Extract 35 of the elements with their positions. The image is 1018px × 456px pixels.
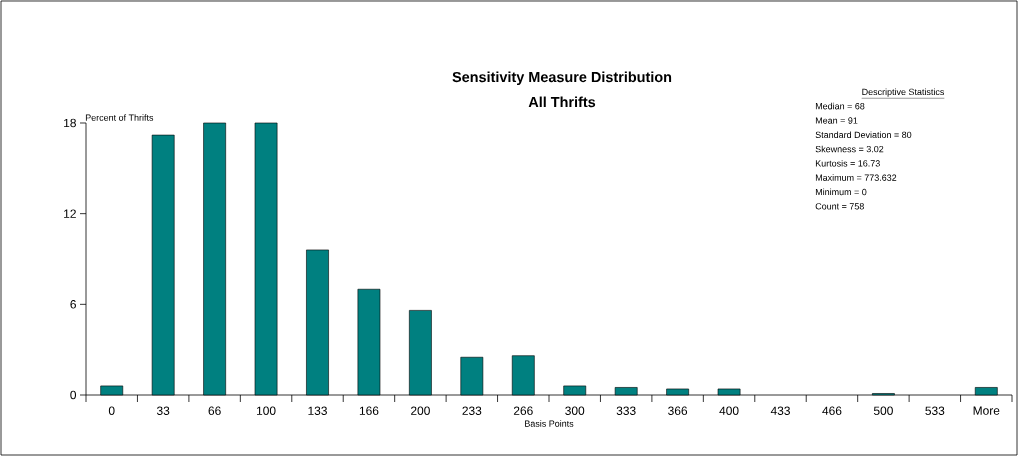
x-tick-label: 400 <box>719 406 739 415</box>
y-tick-label: 6 <box>70 300 76 309</box>
annotation: Count = 758 <box>815 203 864 210</box>
x-tick-label: 266 <box>513 406 533 415</box>
x-tick-label: 100 <box>256 406 276 415</box>
y-axis-title: Percent of Thrifts <box>85 114 154 121</box>
text: Median = 68 <box>815 102 865 110</box>
x-tick-label: 200 <box>411 406 430 415</box>
annotation: Standard Deviation = 80 <box>815 131 912 138</box>
y-tick-label: 0 <box>70 390 77 400</box>
annotation: Minimum = 0 <box>815 188 867 196</box>
y-tick-label: 18 <box>64 118 76 128</box>
x-tick-label: 333 <box>616 406 636 415</box>
chart-title: Sensitivity Measure Distribution <box>452 71 672 85</box>
x-tick-label: 233 <box>462 406 482 415</box>
x-tick-label: More <box>973 406 1000 415</box>
annotation: Kurtosis = 16.73 <box>815 160 880 167</box>
x-tick-label: 33 <box>156 406 170 415</box>
x-tick-label: 66 <box>208 406 221 415</box>
x-tick-label: 0 <box>108 406 115 415</box>
annotation: Skewness = 3.02 <box>815 145 884 153</box>
x-tick-label: 466 <box>822 406 842 415</box>
y-tick-label: 12 <box>64 209 76 218</box>
x-tick-label: 133 <box>308 406 327 415</box>
x-tick-label: 533 <box>925 406 945 415</box>
text: Descriptive Statistics <box>862 88 945 97</box>
chart-subtitle: All Thrifts <box>528 96 596 108</box>
x-tick-label: 500 <box>873 406 893 415</box>
annotation: Maximum = 773.632 <box>815 174 897 181</box>
x-tick-label: 166 <box>359 406 379 415</box>
x-axis-title: Basis Points <box>525 420 574 427</box>
x-tick-label: 433 <box>770 406 790 415</box>
x-tick-label: 300 <box>565 406 585 415</box>
x-tick-label: 366 <box>668 406 688 415</box>
annotation: Mean = 91 <box>815 117 858 124</box>
